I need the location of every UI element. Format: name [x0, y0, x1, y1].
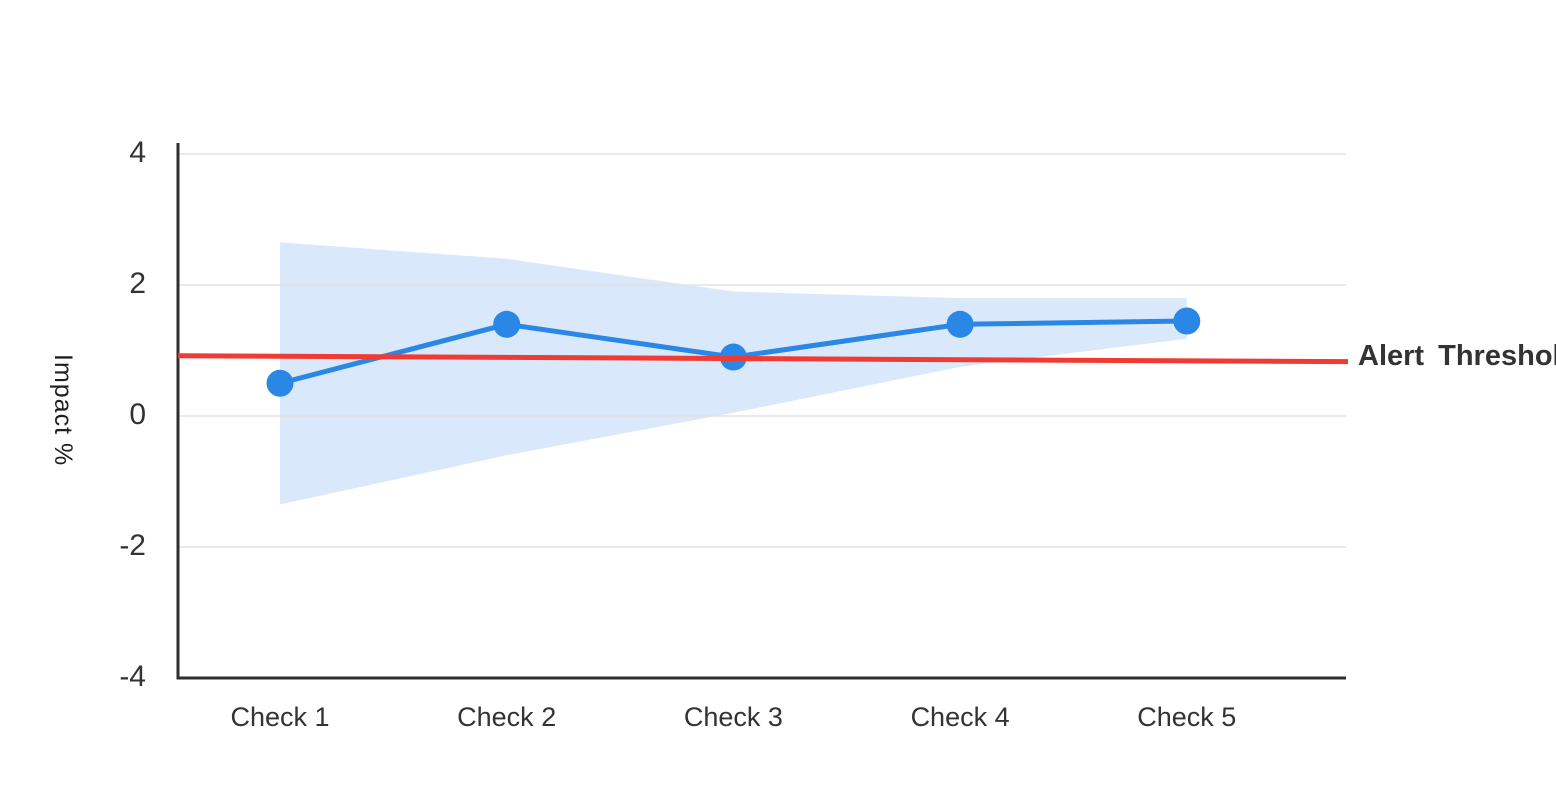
- x-tick-label-check-3: Check 3: [684, 702, 783, 732]
- data-point-check-1: [266, 369, 294, 397]
- y-tick-label-4: 4: [129, 136, 146, 169]
- y-axis-title: Impact %: [49, 354, 77, 467]
- threshold-line: [177, 353, 1349, 365]
- data-point-check-5: [1173, 307, 1201, 335]
- y-tick-label-2: 2: [129, 267, 146, 300]
- y-tick-label-0: 0: [129, 398, 146, 431]
- x-tick-label-check-1: Check 1: [230, 702, 329, 732]
- y-tick-label--4: -4: [119, 660, 146, 693]
- data-point-check-2: [493, 310, 521, 338]
- data-point-check-4: [946, 310, 974, 338]
- x-tick-label-check-4: Check 4: [911, 702, 1010, 732]
- threshold-label: Alert Threshold: [1358, 340, 1556, 372]
- x-tick-label-check-2: Check 2: [457, 702, 556, 732]
- confidence-band: [280, 242, 1187, 505]
- x-tick-label-check-5: Check 5: [1137, 702, 1236, 732]
- y-tick-label--2: -2: [119, 529, 146, 562]
